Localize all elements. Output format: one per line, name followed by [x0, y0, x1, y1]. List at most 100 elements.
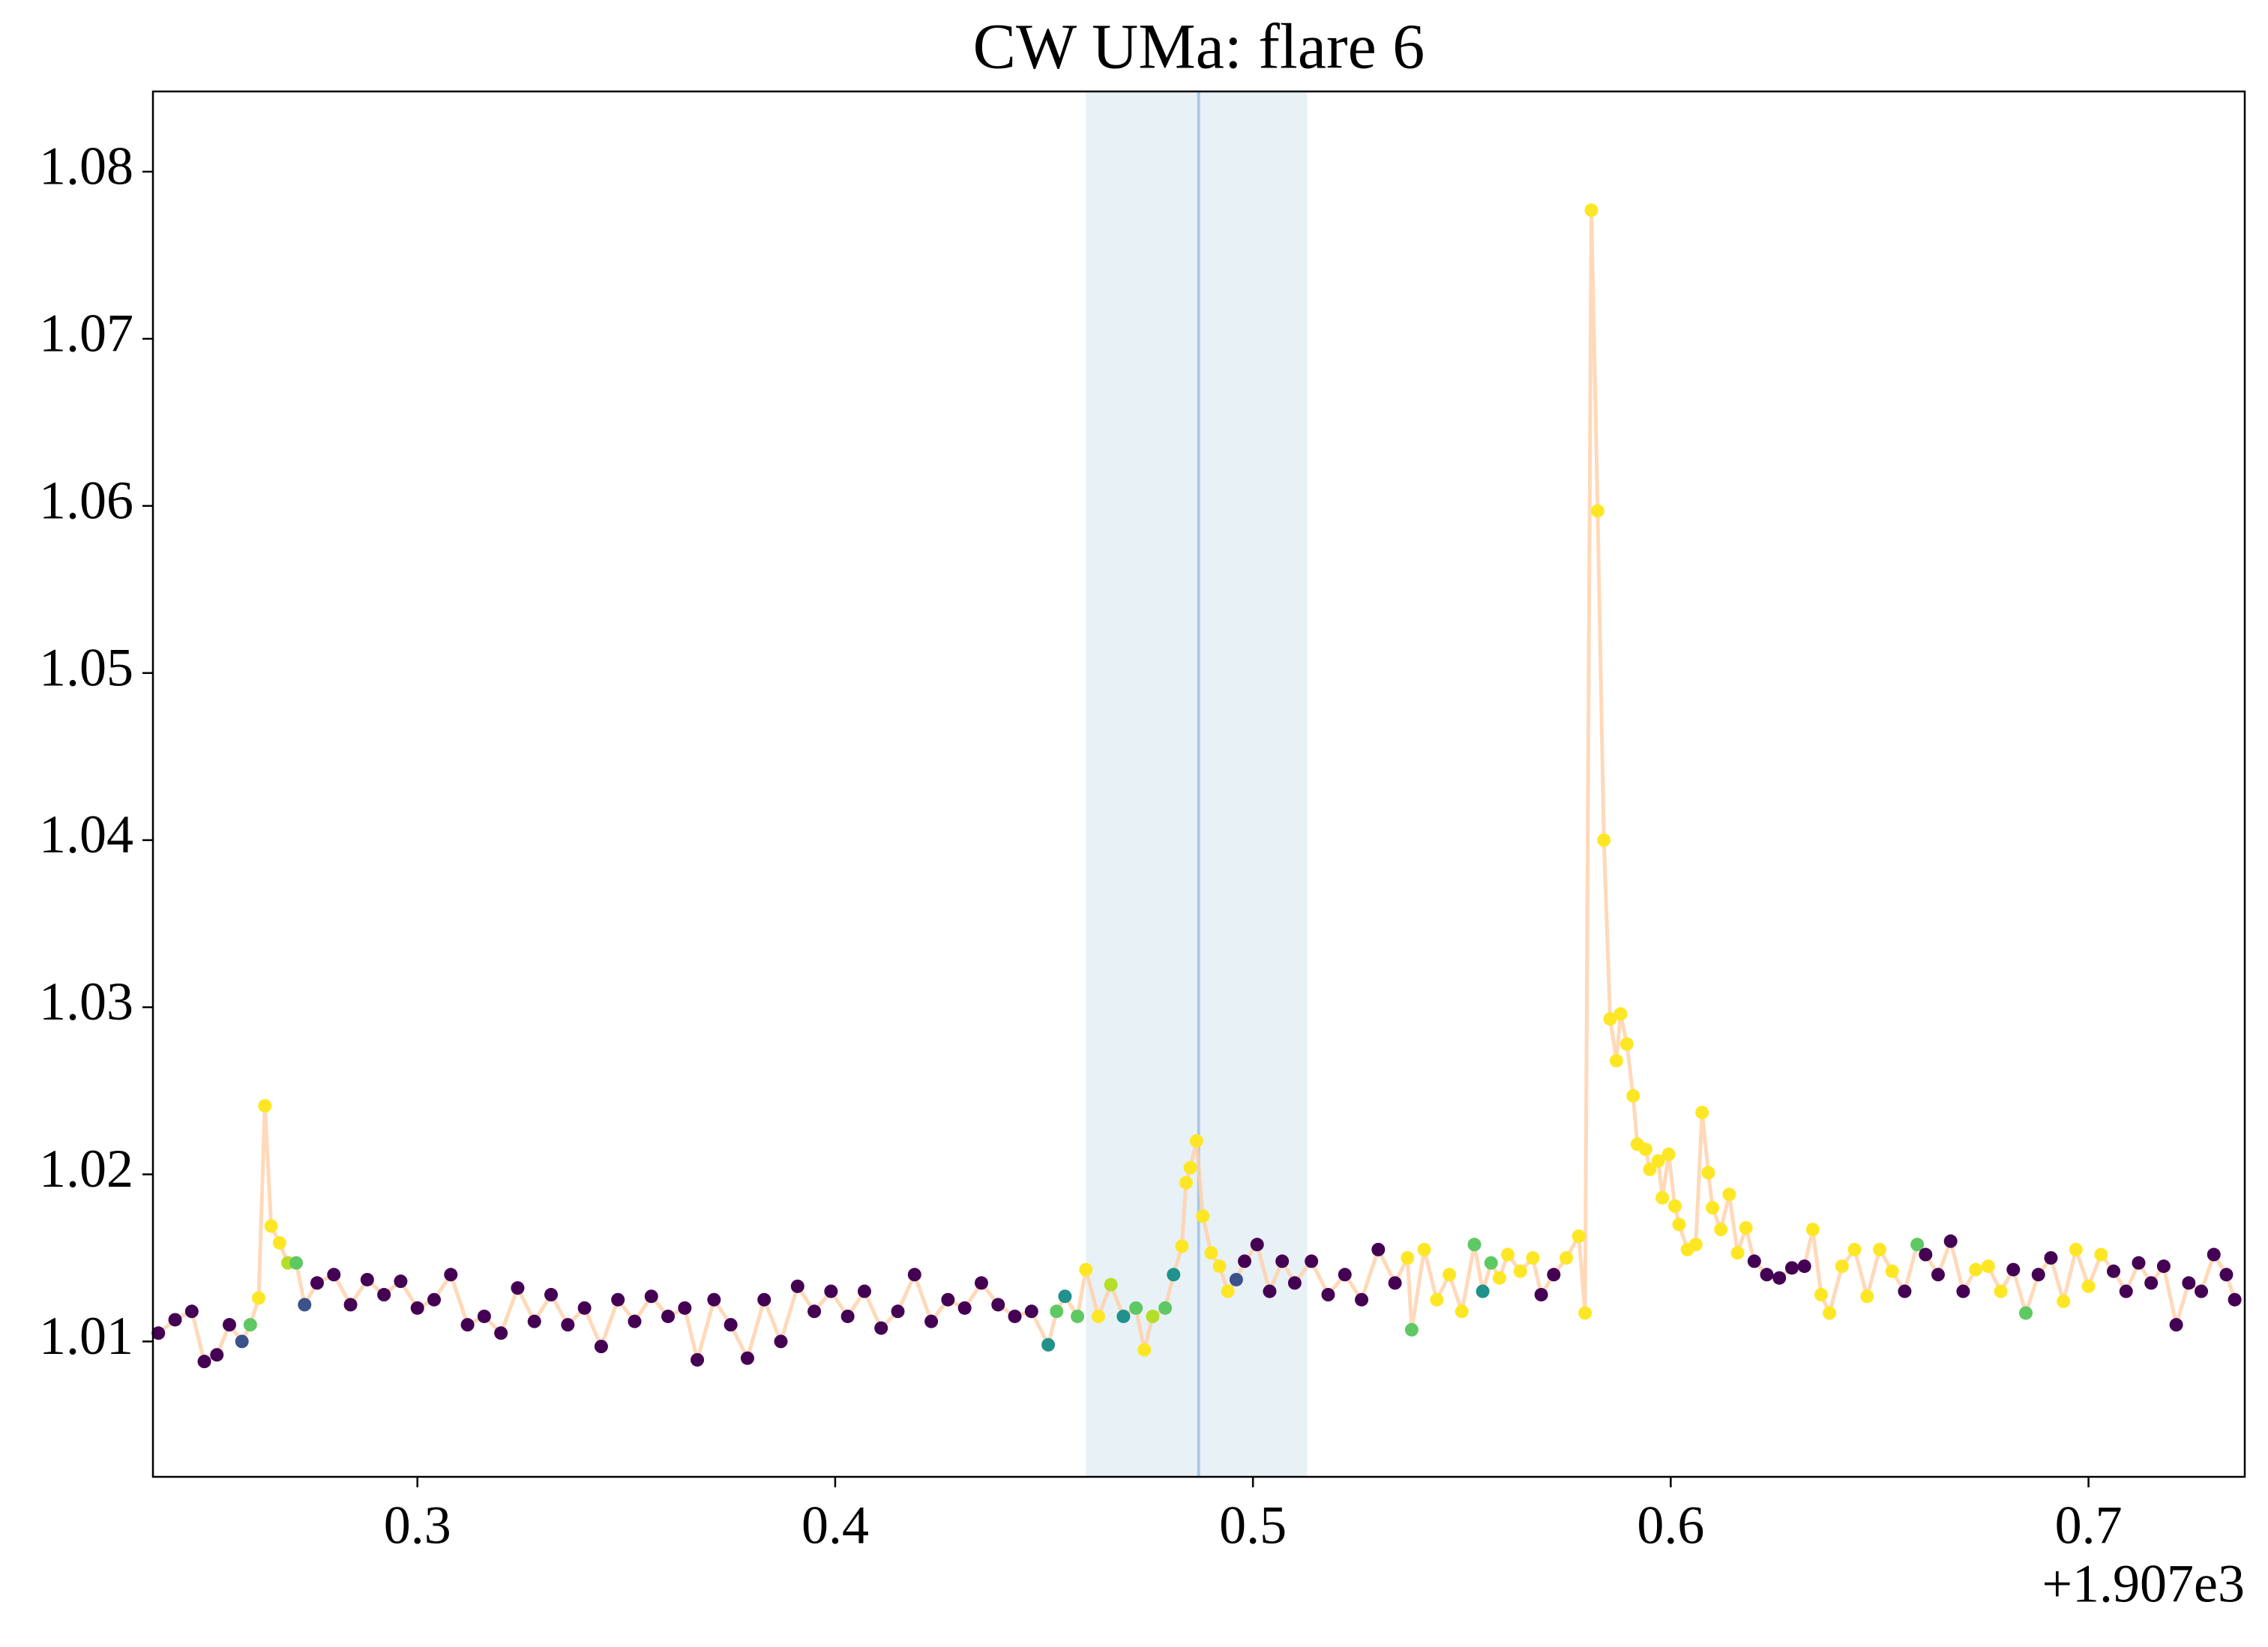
data-point [2069, 1242, 2083, 1256]
data-point [151, 1326, 166, 1340]
data-point [678, 1301, 692, 1315]
data-point [410, 1301, 424, 1315]
data-point [691, 1352, 705, 1367]
data-point [661, 1309, 676, 1323]
data-point [1204, 1246, 1218, 1260]
data-point [477, 1309, 491, 1323]
data-point [1667, 1199, 1682, 1213]
data-point [1956, 1284, 1970, 1298]
data-point [235, 1334, 249, 1349]
data-point [2144, 1276, 2159, 1290]
data-point [807, 1304, 822, 1319]
data-point [1167, 1268, 1181, 1282]
data-point [2156, 1259, 2171, 1274]
data-point [1467, 1238, 1482, 1252]
data-point [1655, 1190, 1670, 1205]
data-point [1158, 1301, 1173, 1315]
data-point [1388, 1276, 1402, 1290]
data-point [2182, 1276, 2196, 1290]
data-point [1484, 1256, 1498, 1270]
data-point [857, 1284, 871, 1298]
data-point [1175, 1239, 1189, 1253]
data-point [1041, 1337, 1056, 1352]
x-tick-label: 0.5 [1219, 1496, 1287, 1556]
data-point [1597, 833, 1611, 847]
data-point [628, 1314, 642, 1328]
data-point [1116, 1309, 1131, 1323]
data-point [1619, 1037, 1634, 1051]
data-point [1146, 1309, 1160, 1323]
data-point [251, 1291, 265, 1305]
data-point [511, 1281, 525, 1295]
data-point [377, 1288, 391, 1302]
data-point [1071, 1309, 1085, 1323]
data-point [243, 1318, 257, 1332]
chart-title: CW UMa: flare 6 [973, 10, 1425, 82]
data-point [1898, 1284, 1912, 1298]
data-point [222, 1318, 236, 1332]
data-point [2169, 1318, 2183, 1332]
data-point [1643, 1162, 1657, 1176]
data-point [1179, 1175, 1194, 1190]
data-point [1430, 1292, 1444, 1307]
data-point [1008, 1309, 1022, 1323]
data-point [1688, 1238, 1703, 1252]
data-point [1760, 1268, 1774, 1282]
data-point [1714, 1223, 1728, 1237]
data-point [1050, 1304, 1064, 1319]
x-offset-label: +1.907e3 [2042, 1554, 2245, 1614]
data-point [1287, 1276, 1302, 1290]
data-point [298, 1298, 312, 1312]
data-point [1747, 1254, 1761, 1268]
data-point [1275, 1254, 1290, 1268]
data-point [1584, 203, 1598, 217]
data-point [561, 1318, 575, 1332]
data-point [1338, 1268, 1352, 1282]
data-point [611, 1292, 625, 1307]
data-point [2081, 1279, 2096, 1293]
data-point [1969, 1262, 1983, 1277]
y-tick-label: 1.04 [39, 804, 133, 864]
data-point [1238, 1254, 1252, 1268]
y-tick-label: 1.01 [39, 1306, 133, 1366]
data-point [1701, 1166, 1715, 1180]
data-point [1613, 1007, 1628, 1021]
data-point [1609, 1053, 1623, 1068]
data-point [774, 1334, 788, 1349]
y-tick-label: 1.07 [39, 303, 133, 363]
data-point [1805, 1223, 1820, 1237]
data-point [1860, 1289, 1874, 1304]
data-point [1943, 1234, 1958, 1248]
data-point [1263, 1284, 1277, 1298]
data-point [1823, 1306, 1837, 1320]
data-point [840, 1309, 855, 1323]
data-point [1730, 1246, 1745, 1260]
data-point [924, 1314, 939, 1328]
data-point [1371, 1242, 1386, 1256]
data-point [2119, 1284, 2133, 1298]
data-point [1772, 1271, 1787, 1285]
data-point [1626, 1089, 1640, 1103]
data-point [1910, 1238, 1925, 1252]
data-point [1196, 1209, 1210, 1223]
data-point [1476, 1284, 1490, 1298]
data-point [1797, 1259, 1811, 1274]
data-point [907, 1268, 921, 1282]
data-point [707, 1292, 721, 1307]
data-point [168, 1313, 182, 1327]
y-tick-label: 1.05 [39, 637, 133, 697]
data-point [1492, 1271, 1506, 1285]
data-point [1091, 1309, 1105, 1323]
data-point [1722, 1187, 1736, 1202]
data-point [1872, 1242, 1886, 1256]
data-point [790, 1279, 804, 1293]
data-point [1590, 504, 1604, 518]
data-point [974, 1276, 988, 1290]
data-point [444, 1268, 458, 1282]
data-point [1547, 1268, 1561, 1282]
data-point [197, 1355, 211, 1369]
data-point [874, 1321, 888, 1335]
data-point [1229, 1272, 1243, 1286]
x-tick-label: 0.6 [1637, 1496, 1704, 1556]
